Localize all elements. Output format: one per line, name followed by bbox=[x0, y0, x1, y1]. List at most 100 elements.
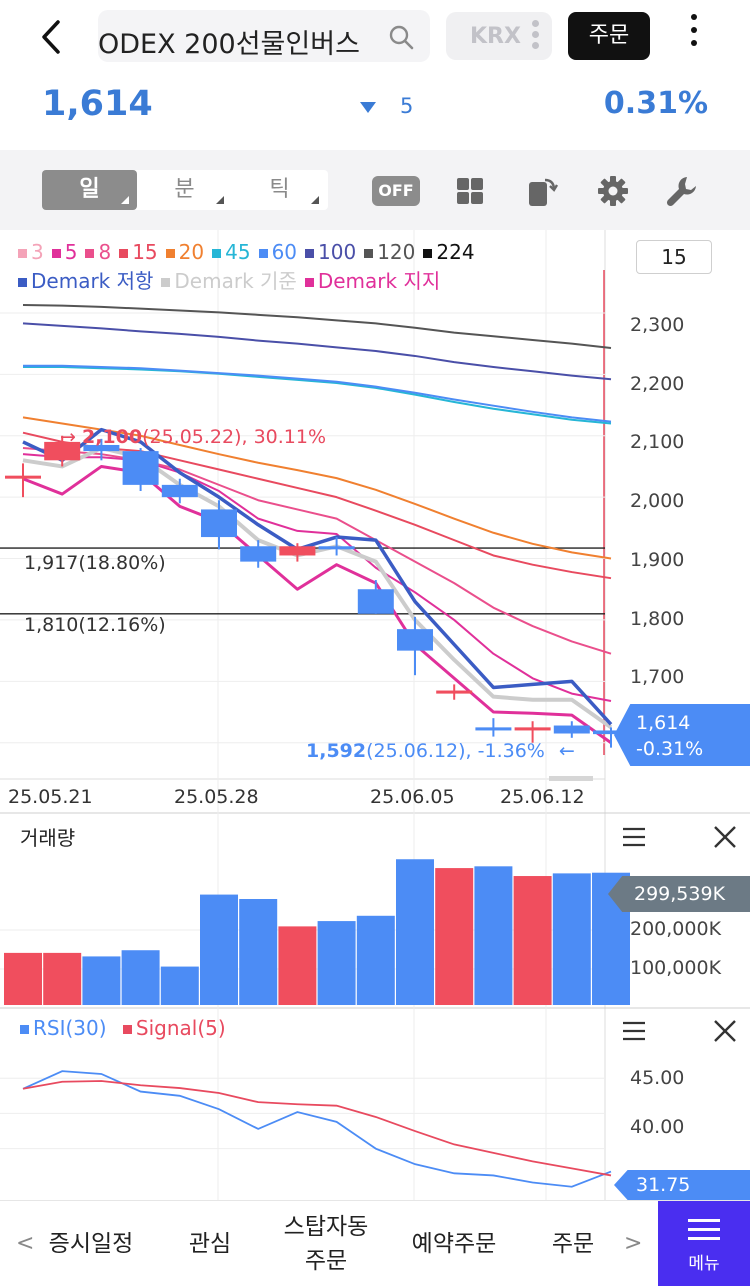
rsi-legend: RSI(30) Signal(5) bbox=[20, 1016, 226, 1040]
realtime-off-toggle[interactable]: OFF bbox=[372, 176, 420, 206]
nav-watchlist[interactable]: 관심 bbox=[188, 1231, 232, 1257]
period-minute-label: 분 bbox=[174, 177, 195, 202]
nav-stop-auto-order[interactable]: 스탑자동 주문 bbox=[283, 1214, 369, 1274]
back-button[interactable] bbox=[30, 12, 76, 62]
current-price-tag: 1,614 -0.31% bbox=[614, 704, 750, 766]
volume-bar bbox=[396, 859, 434, 1005]
rsi-line bbox=[22, 1070, 612, 1188]
more-vertical-icon bbox=[532, 20, 540, 53]
candle-body bbox=[436, 690, 473, 694]
demark-base-line bbox=[22, 446, 613, 730]
legend-item: Demark 저항 bbox=[18, 269, 153, 293]
legend-item: 45 bbox=[212, 240, 251, 264]
legend-swatch bbox=[305, 249, 315, 258]
legend-swatch bbox=[18, 249, 27, 258]
volume-panel-title: 거래량 bbox=[20, 826, 76, 850]
legend-label: 15 bbox=[132, 240, 158, 264]
legend-label: 60 bbox=[271, 240, 298, 264]
chart-area[interactable]: 3 5 8 15 20 45 60 100 120 224 Demark 저항 Demark 기준 D… bbox=[0, 230, 750, 1200]
legend-label: 20 bbox=[178, 240, 205, 264]
legend-item: Demark 지지 bbox=[304, 269, 440, 293]
rsi-legend-item: RSI(30) bbox=[20, 1016, 107, 1040]
demark-resistance-line bbox=[22, 427, 613, 726]
nav-reserved-order[interactable]: 예약주문 bbox=[411, 1231, 497, 1257]
gear-icon[interactable] bbox=[596, 174, 630, 208]
ma-line-100 bbox=[22, 322, 612, 381]
rotate-screen-icon[interactable] bbox=[525, 174, 559, 208]
dropdown-corner-icon bbox=[216, 196, 224, 204]
volume-bar bbox=[552, 873, 591, 1005]
current-price: 1,614 bbox=[42, 84, 153, 124]
price-tick-label: 1,900 bbox=[630, 548, 685, 571]
candle-body bbox=[161, 484, 198, 498]
volume-bar bbox=[513, 876, 552, 1005]
high-annotation: → 2,100(25.05.22), 30.11% bbox=[60, 426, 326, 448]
candle-body bbox=[593, 730, 629, 735]
quote-row: 1,614 5 0.31% bbox=[0, 72, 750, 150]
nav-order[interactable]: 주문 bbox=[551, 1231, 595, 1257]
high-price: 2,100 bbox=[81, 426, 143, 448]
legend-swatch bbox=[258, 249, 268, 258]
volume-tick: 200,000K bbox=[630, 918, 722, 940]
volume-bar bbox=[474, 866, 513, 1005]
legend-label: Demark 기준 bbox=[174, 269, 297, 293]
bottom-nav: < 증시일정 관심 스탑자동 주문 예약주문 주문 > 메뉴 bbox=[0, 1200, 750, 1286]
candle-body bbox=[201, 509, 237, 538]
legend-item: 5 bbox=[51, 240, 78, 264]
period-day-tab[interactable]: 일 bbox=[42, 170, 137, 210]
more-menu-icon[interactable] bbox=[682, 14, 706, 58]
legend-swatch bbox=[161, 278, 171, 287]
volume-tick: 100,000K bbox=[630, 957, 722, 979]
wrench-icon[interactable] bbox=[665, 174, 699, 208]
volume-current-tag: 299,539K bbox=[608, 876, 750, 912]
nav-market-calendar[interactable]: 증시일정 bbox=[48, 1231, 134, 1257]
volume-bar bbox=[43, 952, 82, 1005]
legend-swatch bbox=[165, 249, 175, 258]
scroll-thumb bbox=[549, 776, 593, 781]
candle-body bbox=[83, 444, 120, 452]
hamburger-icon[interactable] bbox=[619, 1016, 649, 1046]
period-tick-tab[interactable]: 틱 bbox=[232, 170, 327, 210]
chevron-right-icon[interactable]: > bbox=[624, 1231, 643, 1256]
menu-button[interactable]: 메뉴 bbox=[658, 1201, 750, 1286]
legend-item: 100 bbox=[305, 240, 356, 264]
signal-legend-item: Signal(5) bbox=[122, 1016, 226, 1040]
exchange-selector[interactable]: KRX bbox=[446, 12, 552, 60]
close-icon[interactable] bbox=[710, 1016, 740, 1046]
search-icon[interactable] bbox=[388, 24, 414, 50]
stock-search-box[interactable]: ODEX 200선물인버스 bbox=[98, 10, 430, 62]
layout-grid-icon[interactable] bbox=[453, 174, 487, 208]
ma-line-15 bbox=[22, 431, 612, 580]
legend-label: 5 bbox=[64, 240, 78, 264]
legend-label: Demark 저항 bbox=[31, 269, 154, 293]
candle-body bbox=[5, 475, 41, 479]
candle-body bbox=[475, 727, 512, 731]
rsi-tick: 45.00 bbox=[630, 1067, 685, 1089]
down-arrow-icon bbox=[360, 102, 376, 113]
signal-legend-label: Signal(5) bbox=[135, 1016, 226, 1040]
period-tick-label: 틱 bbox=[269, 177, 290, 202]
current-price-tag-pct: -0.31% bbox=[636, 738, 704, 760]
close-icon[interactable] bbox=[710, 822, 740, 852]
indicator-count-box[interactable]: 15 bbox=[636, 240, 712, 274]
candle-body bbox=[44, 441, 81, 461]
order-button[interactable]: 주문 bbox=[568, 12, 650, 60]
rsi-legend-label: RSI(30) bbox=[33, 1016, 107, 1040]
chevron-left-icon[interactable]: < bbox=[16, 1231, 35, 1256]
legend-swatch bbox=[212, 249, 222, 258]
candle-body bbox=[240, 546, 277, 562]
hamburger-icon[interactable] bbox=[619, 822, 649, 852]
legend-item: 3 bbox=[18, 240, 44, 264]
price-change-percent: 0.31% bbox=[603, 86, 708, 121]
dropdown-corner-icon bbox=[121, 196, 129, 204]
volume-bar bbox=[160, 966, 199, 1005]
legend-swatch bbox=[85, 249, 95, 258]
chart-toolbar: 일 분 틱 OFF bbox=[0, 150, 750, 230]
date-tick-label: 25.05.21 bbox=[8, 786, 93, 808]
volume-bar bbox=[317, 921, 356, 1005]
period-minute-tab[interactable]: 분 bbox=[137, 170, 232, 210]
price-chart[interactable] bbox=[0, 230, 750, 1200]
legend-swatch bbox=[304, 278, 314, 287]
stock-name: ODEX 200선물인버스 bbox=[98, 29, 360, 60]
legend-label: 8 bbox=[98, 240, 112, 264]
